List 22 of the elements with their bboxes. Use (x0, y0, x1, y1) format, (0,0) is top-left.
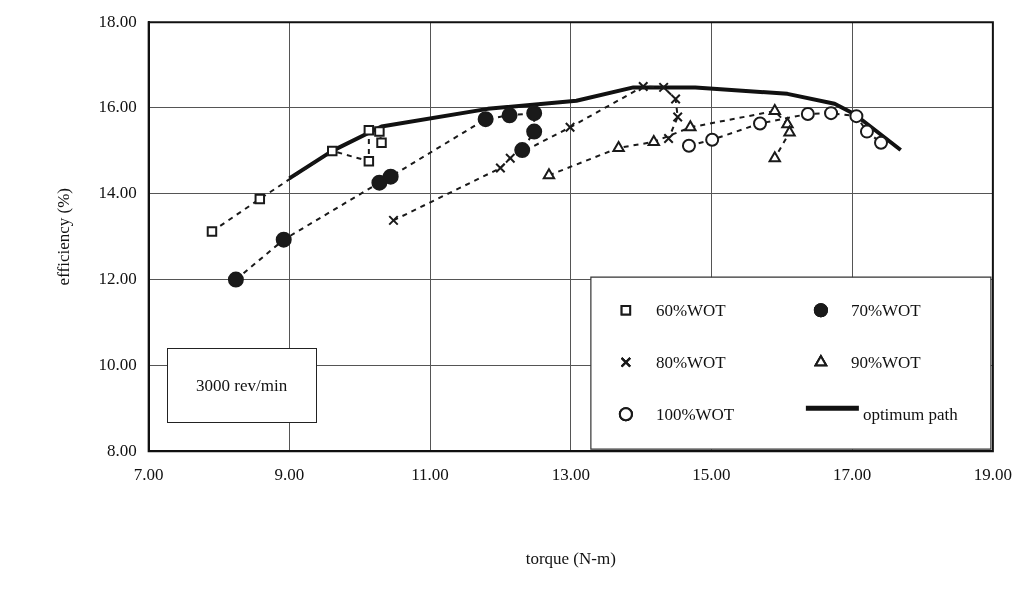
y-tick-label: 18.00 (98, 11, 137, 31)
y-tick-label: 8.00 (106, 440, 137, 460)
legend-label: 100%WOT (655, 404, 735, 424)
y-tick-label: 14.00 (98, 183, 137, 203)
x-tick-label: 13.00 (551, 464, 590, 484)
legend-label: 60%WOT (655, 300, 727, 320)
x-tick-label: 15.00 (692, 464, 731, 484)
x-axis-title: torque (N-m) (525, 549, 616, 569)
legend-label: optimum path (862, 404, 959, 424)
x-tick-label: 7.00 (133, 464, 164, 484)
y-axis-title: efficiency (%) (53, 188, 73, 286)
legend-label: 90%WOT (850, 352, 922, 372)
x-tick-label: 9.00 (274, 464, 305, 484)
label-box: 3000 rev/min (166, 348, 317, 424)
y-tick-label: 10.00 (98, 354, 137, 374)
x-tick-label: 17.00 (833, 464, 872, 484)
legend-label: 70%WOT (850, 300, 922, 320)
y-tick-label: 12.00 (98, 269, 137, 289)
legend-label: 80%WOT (655, 352, 727, 372)
x-tick-label: 19.00 (973, 464, 1012, 484)
x-tick-label: 11.00 (411, 464, 449, 484)
y-tick-label: 16.00 (98, 97, 137, 117)
